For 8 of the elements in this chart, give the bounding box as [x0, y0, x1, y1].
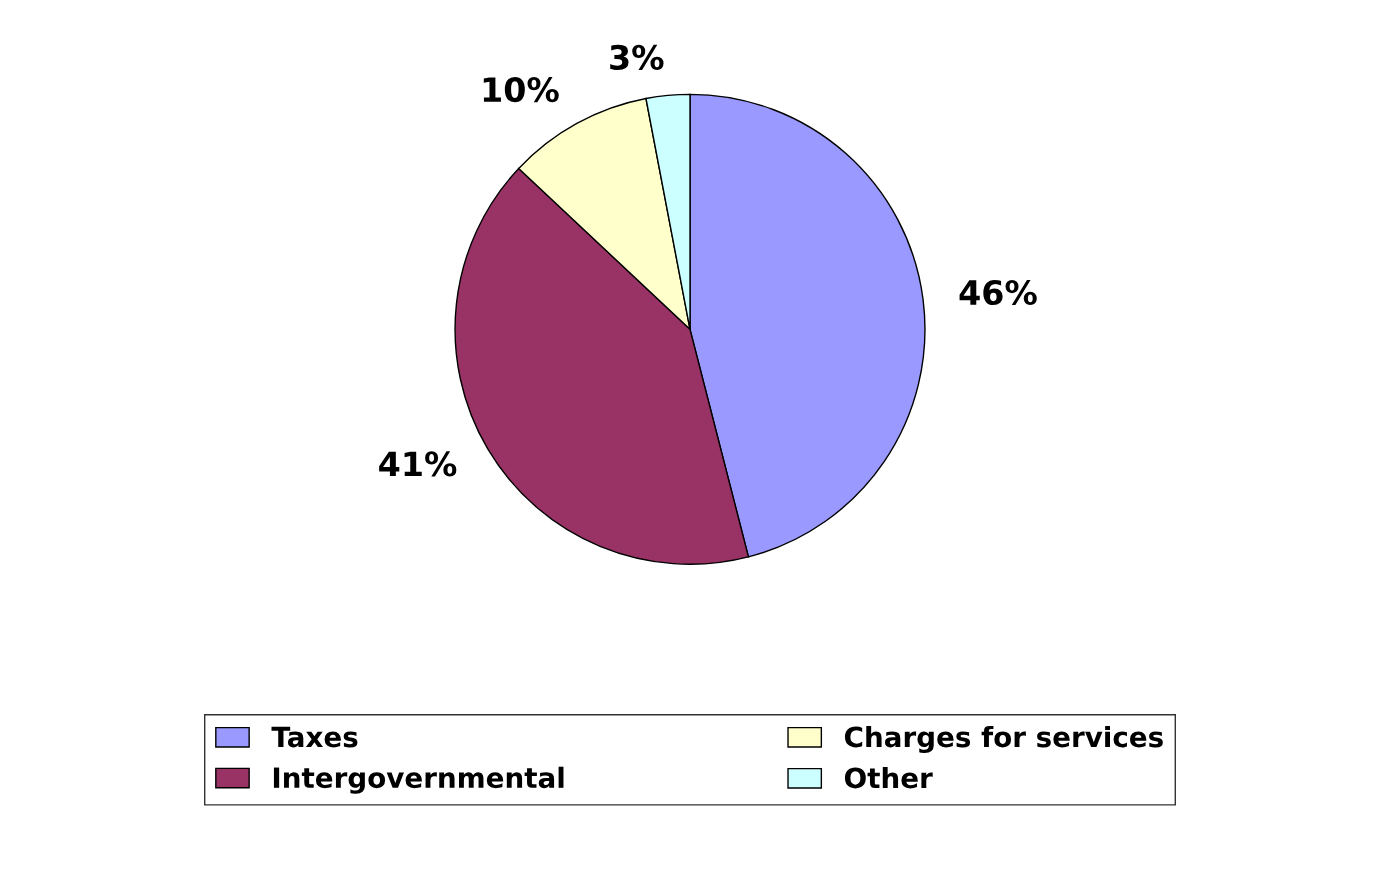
- legend-label: Taxes: [271, 726, 358, 748]
- legend-label: Other: [844, 766, 933, 789]
- legend-label: Charges for services: [844, 725, 1163, 754]
- data-label: 41%: [379, 451, 457, 477]
- data-label: 3%: [610, 44, 664, 70]
- data-label: 46%: [959, 279, 1037, 306]
- legend-label: Intergovernmental: [273, 766, 564, 794]
- data-label: 10%: [483, 76, 559, 103]
